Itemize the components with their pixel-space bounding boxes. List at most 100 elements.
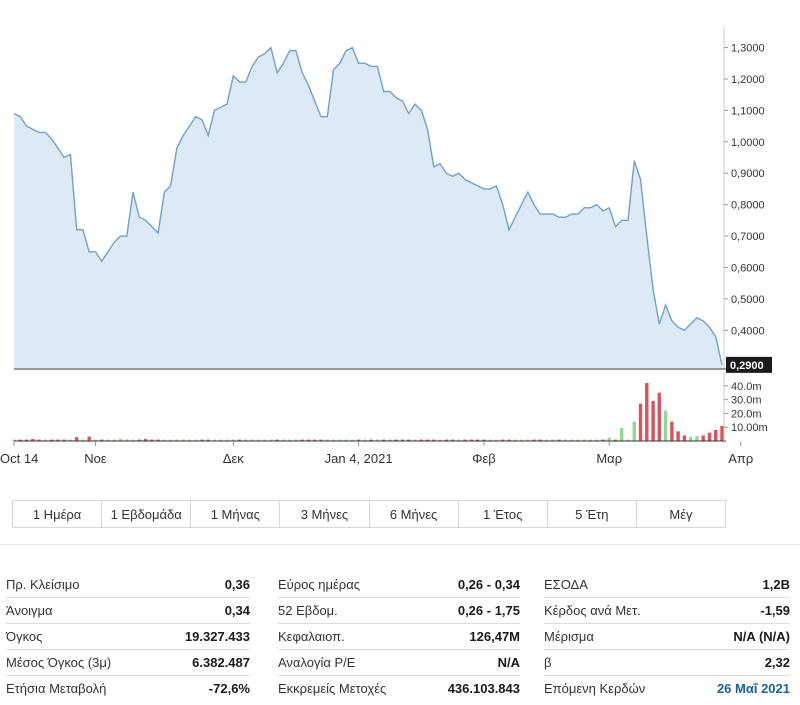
volume-bar: [338, 439, 342, 441]
volume-bar: [720, 425, 724, 441]
volume-bar: [325, 439, 329, 441]
volume-bar: [300, 439, 304, 441]
volume-bar: [56, 439, 60, 441]
volume-bar: [526, 439, 530, 441]
volume-bar: [143, 438, 148, 441]
volume-bar: [488, 439, 492, 441]
stat-value[interactable]: 26 Μαΐ 2021: [716, 681, 790, 696]
price-line: [13, 46, 723, 366]
volume-bar: [306, 439, 311, 441]
volume-bar: [601, 439, 605, 441]
timeframe-button[interactable]: 1 Έτος: [459, 501, 548, 527]
stats-column-3: ΕΣΟΔΑ 1,2B Κέρδος ανά Μετ. -1,59 Μέρισμα N/A …: [544, 572, 790, 701]
volume-bar: [237, 439, 242, 441]
volume-bar: [438, 439, 442, 441]
stats-column-1: Πρ. Κλείσιμο 0,36 Άνοιγμα 0,34 Όγκος 19.327.4…: [6, 572, 250, 701]
timeframe-button[interactable]: 1 Ημέρα: [13, 501, 103, 527]
timeframe-button[interactable]: 3 Μήνες: [280, 501, 370, 527]
volume-bar: [87, 436, 91, 441]
stat-row: ΕΣΟΔΑ 1,2B: [544, 572, 790, 598]
volume-bar: [501, 439, 505, 441]
volume-bar: [475, 439, 480, 441]
x-tick-label: Jan 4, 2021: [325, 451, 393, 466]
volume-bar: [407, 439, 411, 441]
volume-bar: [657, 392, 661, 441]
volume-bar: [319, 439, 323, 441]
stat-value: N/A (N/A): [733, 629, 790, 644]
price-area-fill: [14, 47, 722, 368]
price-tick-label: 0,7000: [731, 231, 765, 243]
volume-bar: [112, 439, 116, 441]
timeframe-button[interactable]: 1 Εβδομάδα: [102, 501, 192, 527]
volume-bar: [494, 439, 499, 441]
volume-bar: [31, 438, 35, 441]
volume-bar: [419, 439, 423, 441]
volume-bar: [275, 439, 279, 441]
x-tick-label: Μαρ: [596, 451, 622, 466]
stat-row: Μέσος Όγκος (3μ) 6.382.487: [6, 650, 250, 676]
stat-value: 126,47M: [469, 629, 520, 644]
volume-bar: [532, 439, 536, 441]
stat-value: 6.382.487: [192, 655, 250, 670]
volume-bar: [106, 439, 110, 441]
stat-value: 19.327.433: [184, 629, 250, 644]
stat-label: Εκκρεμείς Μετοχές: [278, 681, 387, 696]
volume-bar: [432, 439, 436, 441]
timeframe-button[interactable]: Μέγ: [669, 506, 693, 522]
timeframe-button[interactable]: 5 Έτη: [548, 501, 637, 527]
volume-bar: [450, 439, 455, 441]
volume-bar: [350, 439, 354, 441]
volume-bar: [519, 439, 524, 441]
divider: [0, 544, 800, 545]
volume-bar: [200, 439, 204, 441]
stat-row: Όγκος 19.327.433: [6, 624, 250, 650]
volume-bar: [425, 439, 430, 441]
volume-bar: [682, 435, 687, 441]
volume-bar: [651, 401, 655, 441]
price-chart: Investing.com 1,30001,20001,10001,00000,…: [0, 27, 772, 466]
volume-bar: [457, 439, 461, 441]
volume-bar: [369, 439, 373, 441]
stat-value: 436.103.843: [447, 681, 520, 696]
volume-bar: [250, 439, 254, 441]
volume-bar: [219, 439, 223, 441]
price-tick-label: 1,1000: [731, 105, 765, 117]
x-tick-label: Oct 14: [0, 451, 38, 466]
x-tick-label: Φεβ: [472, 451, 496, 466]
volume-bar: [49, 439, 54, 441]
stat-row: Εύρος ημέρας 0,26 - 0,34: [278, 572, 520, 598]
volume-bar: [81, 439, 85, 441]
stat-label: Μέσος Όγκος (3μ): [6, 655, 112, 670]
volume-bar: [620, 427, 624, 441]
volume-bar: [695, 436, 699, 441]
stat-row: Εκκρεμείς Μετοχές 436.103.843: [278, 676, 520, 701]
timeframe-button[interactable]: 1 Μήνας: [191, 501, 281, 527]
stat-label: Εύρος ημέρας: [278, 577, 360, 592]
price-tick-label: 0,9000: [731, 168, 765, 180]
stat-label: Επόμενη Κερδών: [544, 681, 646, 696]
volume-bar: [444, 439, 448, 441]
stat-row: Αναλογία P/E N/A: [278, 650, 520, 676]
volume-bar: [375, 439, 380, 441]
volume-bar: [701, 435, 705, 441]
price-tick-label: 1,2000: [731, 74, 765, 86]
volume-bar: [645, 383, 649, 441]
stat-row: Άνοιγμα 0,34: [6, 598, 250, 624]
volume-bar: [670, 421, 674, 441]
volume-bar: [150, 439, 154, 441]
volume-bar: [168, 439, 173, 441]
stat-label: β: [544, 655, 552, 670]
volume-bar: [100, 439, 104, 441]
volume-bar: [463, 439, 467, 441]
stat-value: 2,32: [764, 655, 790, 670]
volume-bar: [137, 439, 141, 441]
price-tick-label: 0,6000: [731, 262, 765, 274]
timeframe-button[interactable]: 6 Μήνες: [370, 501, 459, 527]
stat-value: 0,34: [224, 603, 250, 618]
volume-bar: [689, 436, 693, 441]
volume-bar: [356, 439, 361, 441]
stat-label: Κεφαλαιοπ.: [278, 629, 345, 644]
x-tick-label: Νοε: [84, 451, 107, 466]
volume-bar: [262, 439, 267, 441]
volume-bar: [162, 439, 167, 441]
